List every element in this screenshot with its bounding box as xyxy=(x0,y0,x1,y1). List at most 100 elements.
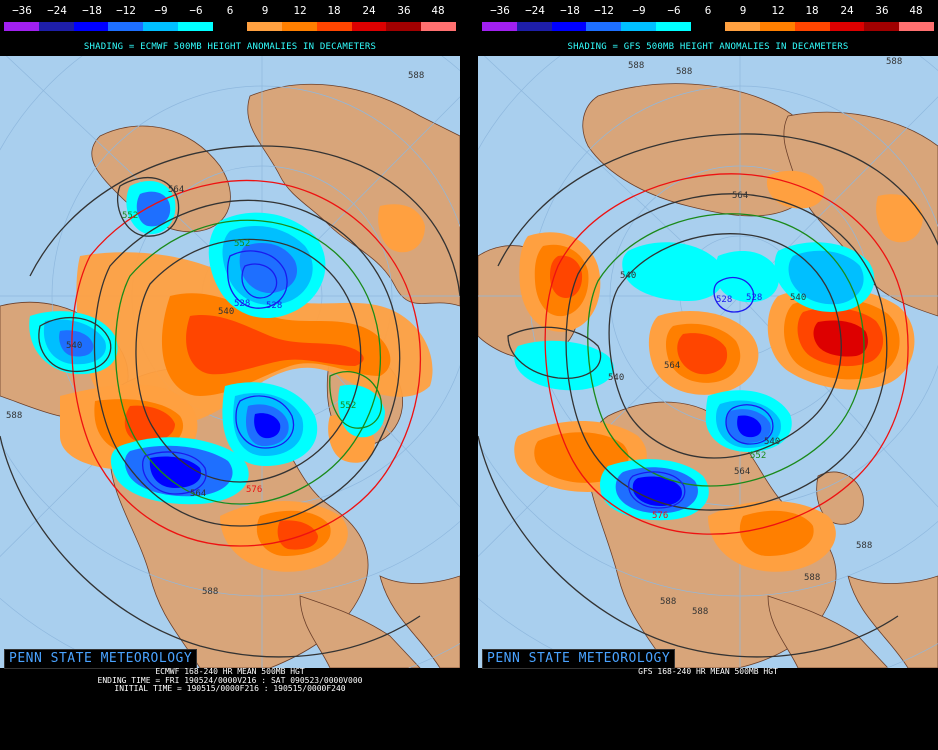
contour-label: 540 xyxy=(608,373,624,383)
colorbar-tick: −18 xyxy=(560,4,580,17)
contour-label: 588 xyxy=(202,587,218,597)
colorbar-swatch xyxy=(282,22,317,31)
ecmwf-panel: −36 −24 −18 −12 −9 −6 6 9 12 18 24 36 48… xyxy=(0,0,460,750)
contour-label: 528 xyxy=(716,295,732,305)
contour-label: 564 xyxy=(732,191,748,201)
contour-labels: 588 564 552 552 528 528 540 540 552 588 … xyxy=(6,71,424,597)
penn-state-branding: PENN STATE METEOROLOGY xyxy=(4,649,198,669)
colorbar-swatch xyxy=(829,22,865,31)
colorbar-swatch xyxy=(725,22,761,31)
contour-label: 564 xyxy=(734,467,750,477)
contour-label: 540 xyxy=(620,271,636,281)
positive-anomalies xyxy=(514,170,923,572)
colorbar-swatch xyxy=(655,22,691,31)
contour-label: 588 xyxy=(676,67,692,77)
caption-line: GFS 168-240 HR MEAN 500MB HGT xyxy=(638,667,778,676)
colorbar-tick: 9 xyxy=(261,4,269,17)
contour-label: 552 xyxy=(750,451,766,461)
colorbar-tick: 48 xyxy=(431,4,445,17)
colorbar-tick: 12 xyxy=(771,4,785,17)
shading-title: SHADING = ECMWF 500MB HEIGHT ANOMALIES I… xyxy=(83,42,377,52)
colorbar-swatch xyxy=(586,22,622,31)
contour-label: 588 xyxy=(660,597,676,607)
contour-label: 528 xyxy=(266,301,282,311)
colorbar-ticks: −36 −24 −18 −12 −9 −6 6 9 12 18 24 36 48 xyxy=(4,4,456,20)
colorbar-tick: 48 xyxy=(909,4,923,17)
contour-label: 552 xyxy=(234,239,250,249)
colorbar-tick: 24 xyxy=(362,4,376,17)
colorbar-tick: −9 xyxy=(154,4,168,17)
colorbar-swatch xyxy=(73,22,109,31)
map-caption: ECMWF 168-240 HR MEAN 500MB HGT ENDING T… xyxy=(0,667,460,694)
colorbar-swatches xyxy=(4,22,456,31)
colorbar-tick: −36 xyxy=(12,4,32,17)
colorbar-tick: −18 xyxy=(82,4,102,17)
colorbar-tick: 6 xyxy=(226,4,234,17)
colorbar-swatch xyxy=(794,22,830,31)
colorbar-swatch xyxy=(899,22,934,31)
colorbar-tick: 24 xyxy=(840,4,854,17)
colorbar-ticks: −36 −24 −18 −12 −9 −6 6 9 12 18 24 36 48 xyxy=(482,4,934,20)
colorbar-swatch xyxy=(212,22,248,31)
colorbar-tick: −36 xyxy=(490,4,510,17)
colorbar-swatch xyxy=(690,22,726,31)
colorbar-tick: 18 xyxy=(327,4,341,17)
colorbar-swatch xyxy=(551,22,587,31)
colorbar-swatch xyxy=(482,22,517,31)
caption-line: ENDING TIME = FRI 190524/0000V216 : SAT … xyxy=(97,675,363,685)
colorbar-swatch xyxy=(177,22,213,31)
caption-line: INITIAL TIME = 190515/0000F216 : 190515/… xyxy=(114,684,346,693)
colorbar-tick: −24 xyxy=(525,4,545,17)
contour-label: 528 xyxy=(234,299,250,309)
contour-label: 540 xyxy=(790,293,806,303)
contour-label: 588 xyxy=(628,61,644,71)
contour-label: 576 xyxy=(652,511,668,521)
contour-label: 540 xyxy=(66,341,82,351)
height-contours xyxy=(0,145,460,658)
contour-labels: 588 588 588 564 540 528 528 540 540 564 … xyxy=(608,57,902,617)
colorbar-swatch xyxy=(351,22,387,31)
colorbar-tick: 9 xyxy=(739,4,747,17)
colorbar-tick: −6 xyxy=(189,4,203,17)
contour-label: 576 xyxy=(246,485,262,495)
colorbar-tick: −6 xyxy=(667,4,681,17)
negative-anomalies xyxy=(29,181,385,505)
polar-map: 588 588 588 564 540 528 528 540 540 564 … xyxy=(478,56,938,668)
colorbar-tick: −12 xyxy=(116,4,136,17)
gfs-panel: −36 −24 −18 −12 −9 −6 6 9 12 18 24 36 48… xyxy=(478,0,938,750)
contour-label: 564 xyxy=(168,185,184,195)
shading-title: SHADING = GFS 500MB HEIGHT ANOMALIES IN … xyxy=(567,42,849,52)
colorbar-swatch xyxy=(621,22,656,31)
colorbar-tick: −9 xyxy=(632,4,646,17)
colorbar-tick: 6 xyxy=(704,4,712,17)
contour-label: 588 xyxy=(804,573,820,583)
colorbar-tick: 36 xyxy=(397,4,411,17)
colorbar-tick: 12 xyxy=(293,4,307,17)
colorbar-tick: 36 xyxy=(875,4,889,17)
caption-line: ECMWF 168-240 HR MEAN 500MB HGT xyxy=(155,667,305,676)
colorbar-tick: −12 xyxy=(594,4,614,17)
contour-label: 540 xyxy=(218,307,234,317)
contour-label: 588 xyxy=(6,411,22,421)
colorbar-swatch xyxy=(143,22,178,31)
colorbar-swatch xyxy=(760,22,795,31)
colorbar-swatches xyxy=(482,22,934,31)
contour-label: 528 xyxy=(746,293,762,303)
colorbar-swatch xyxy=(108,22,144,31)
colorbar-tick: −24 xyxy=(47,4,67,17)
colorbar-swatch xyxy=(4,22,39,31)
map-caption: GFS 168-240 HR MEAN 500MB HGT xyxy=(478,667,938,677)
negative-anomalies xyxy=(514,242,875,521)
contour-label: 552 xyxy=(122,211,138,221)
contour-label: 588 xyxy=(692,607,708,617)
contour-label: 564 xyxy=(664,361,680,371)
colorbar-swatch xyxy=(864,22,900,31)
contour-label: 540 xyxy=(764,437,780,447)
colorbar-swatch xyxy=(386,22,422,31)
colorbar-swatch xyxy=(247,22,283,31)
colorbar-swatch xyxy=(38,22,74,31)
polar-map: 588 564 552 552 528 528 540 540 552 588 … xyxy=(0,56,460,668)
map-svg: 588 588 588 564 540 528 528 540 540 564 … xyxy=(478,56,938,668)
colorbar-tick: 18 xyxy=(805,4,819,17)
contour-label: 552 xyxy=(340,401,356,411)
